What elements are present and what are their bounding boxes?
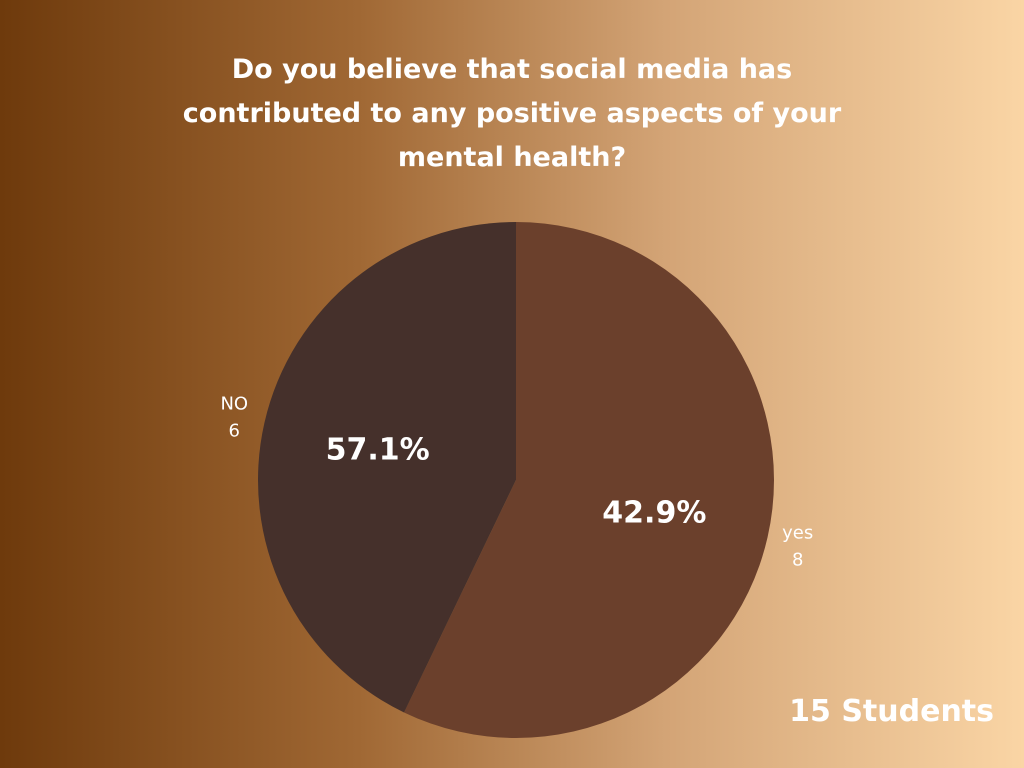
pie-count-label-no: 6	[229, 421, 240, 442]
pie-percent-label-yes: 42.9%	[602, 496, 706, 531]
pie-slice-yes	[404, 222, 774, 738]
chart-title-line-2: contributed to any positive aspects of y…	[182, 98, 842, 129]
pie-category-label-yes: yes	[782, 522, 813, 543]
chart-title-line-1: Do you believe that social media has	[231, 54, 793, 85]
pie-outer-label-yes: yes 8	[782, 522, 813, 570]
pie-slice-no	[258, 222, 516, 713]
pie-percent-label-no: 57.1%	[326, 432, 430, 467]
chart-title: Do you believe that social media has con…	[162, 48, 862, 180]
chart-title-line-3: mental health?	[397, 142, 627, 173]
respondent-count-label: 15 Students	[789, 694, 994, 729]
pie-category-label-no: NO	[220, 394, 248, 415]
pie-outer-label-no: NO 6	[220, 394, 248, 442]
pie-count-label-yes: 8	[792, 549, 803, 570]
